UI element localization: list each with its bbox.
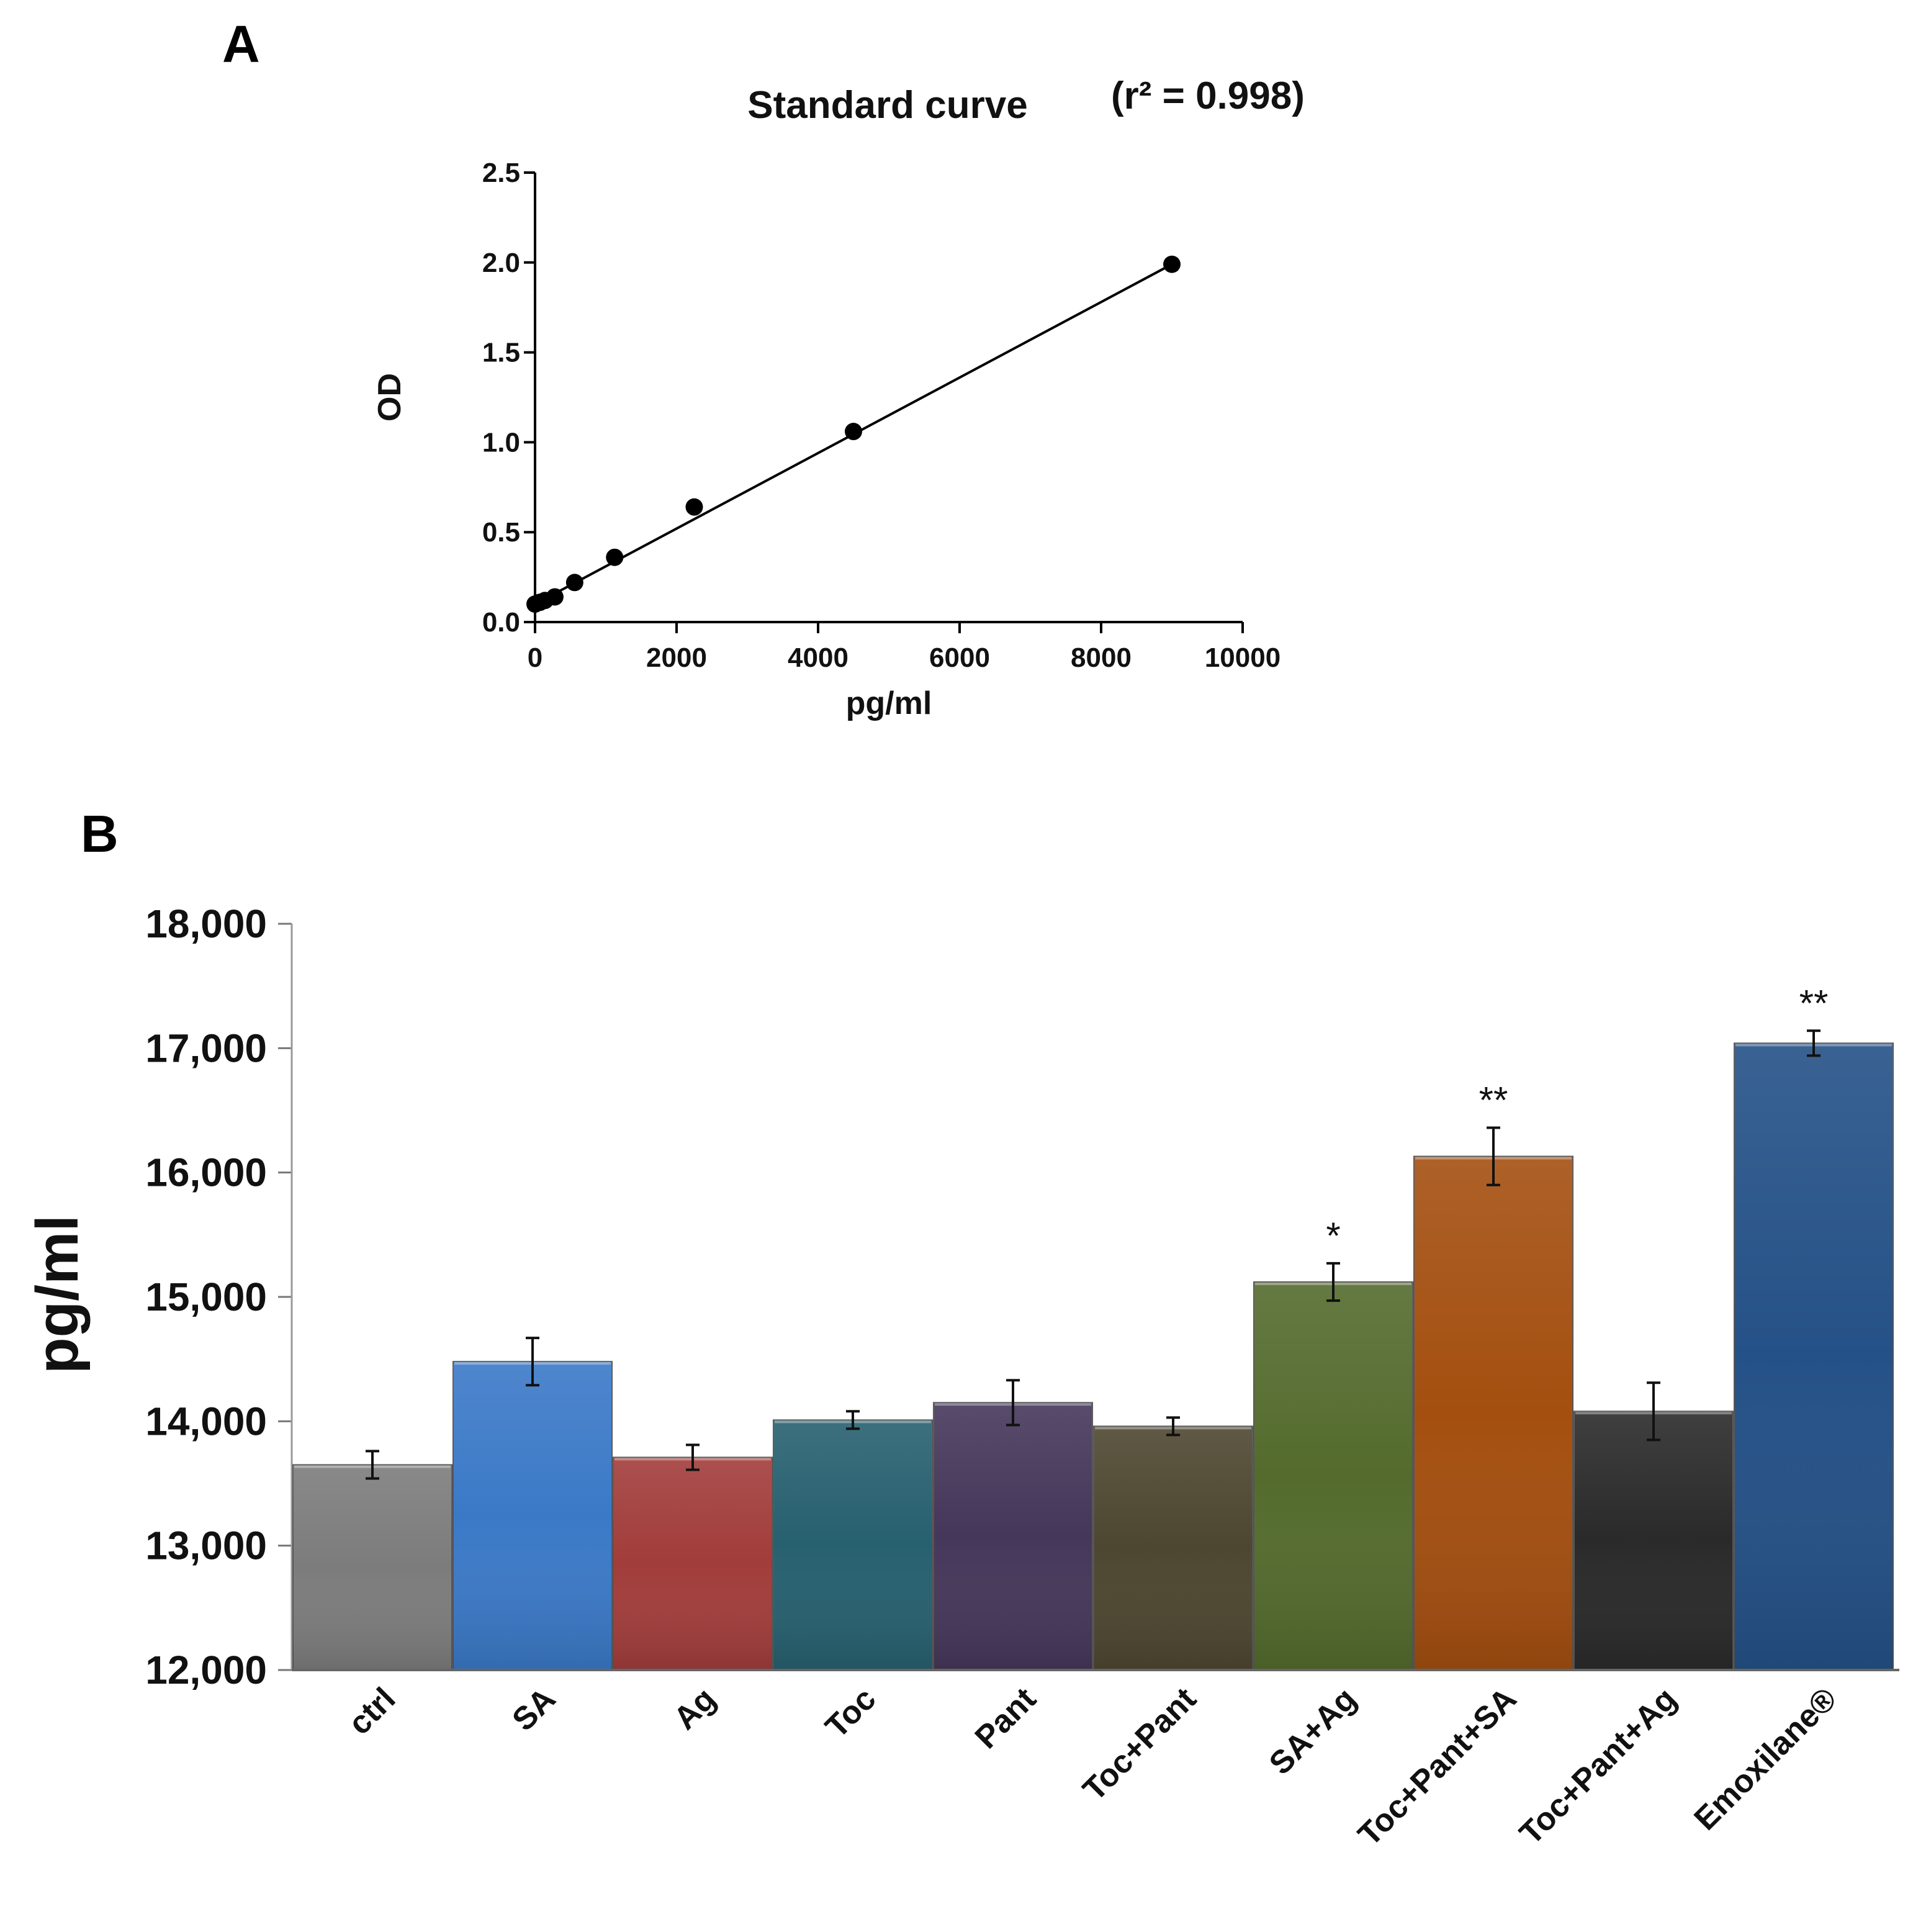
chart-a-xtick-label: 2000 bbox=[646, 643, 707, 673]
chart-b-bar-shading bbox=[293, 1465, 452, 1670]
chart-b-category-label: ctrl bbox=[341, 1681, 402, 1741]
chart-a-data-point bbox=[845, 423, 862, 441]
chart-a-xtick-label: 0 bbox=[528, 643, 542, 673]
chart-a-xtick-label: 4000 bbox=[788, 643, 848, 673]
chart-a-x-ticks: 0 2000 4000 6000 8000 10000 bbox=[528, 622, 1281, 673]
chart-b-error-bar bbox=[686, 1443, 700, 1471]
chart-a-title: Standard curve bbox=[747, 84, 1027, 127]
chart-b-bar-shading bbox=[453, 1361, 612, 1670]
chart-b-y-ticks: 12,000 13,000 14,000 15,000 16,000 17,000 18,0… bbox=[145, 901, 292, 1692]
chart-a-data-point bbox=[546, 588, 564, 606]
chart-b-category-label: Toc+Pant+SA bbox=[1351, 1681, 1523, 1853]
chart-a-ytick-label: 2.0 bbox=[482, 248, 520, 278]
panel-a-standard-curve: Standard curve (r² = 0.998) 0.0 0.5 1.0 1.5… bbox=[372, 74, 1305, 721]
panel-b-bar-chart: 12,000 13,000 14,000 15,000 16,000 17,000 18,0… bbox=[24, 901, 1899, 1853]
chart-a-xtick-label: 6000 bbox=[929, 643, 990, 673]
chart-b-bar-shading bbox=[1254, 1281, 1413, 1670]
chart-a-data-point bbox=[685, 498, 703, 516]
chart-b-category-label: Ag bbox=[667, 1681, 722, 1736]
chart-b-significance-marker: * bbox=[1326, 1215, 1340, 1257]
chart-b-category-label: SA bbox=[505, 1681, 562, 1738]
chart-b-ytick-label: 12,000 bbox=[145, 1648, 267, 1692]
chart-a-data-point bbox=[565, 574, 583, 592]
chart-a-points bbox=[526, 255, 1181, 613]
chart-a-r2-annotation: (r² = 0.998) bbox=[1111, 74, 1305, 117]
chart-a-ytick-label: 1.0 bbox=[482, 427, 520, 458]
chart-b-error-bar bbox=[1807, 1029, 1821, 1057]
chart-b-ytick-label: 15,000 bbox=[145, 1275, 267, 1319]
chart-b-error-bar bbox=[1326, 1262, 1340, 1302]
chart-b-significance-marker: ** bbox=[1799, 982, 1829, 1024]
chart-b-ylabel: pg/ml bbox=[24, 1215, 91, 1374]
chart-b-significance-marker: ** bbox=[1479, 1080, 1508, 1121]
chart-b-error-bars bbox=[366, 1029, 1821, 1480]
chart-a-data-point bbox=[606, 548, 624, 566]
chart-a-xtick-label: 10000 bbox=[1205, 643, 1281, 673]
chart-b-bar-shading bbox=[1574, 1411, 1733, 1670]
chart-a-xtick-label: 8000 bbox=[1071, 643, 1132, 673]
chart-b-error-bar bbox=[1487, 1126, 1500, 1186]
chart-b-category-label: Toc+Pant bbox=[1076, 1681, 1204, 1808]
chart-a-xlabel: pg/ml bbox=[846, 685, 932, 721]
chart-a-ytick-label: 0.0 bbox=[482, 607, 520, 638]
chart-b-error-bar bbox=[366, 1450, 379, 1480]
chart-b-error-bar bbox=[1647, 1381, 1660, 1442]
chart-a-y-ticks: 0.0 0.5 1.0 1.5 2.0 2.5 bbox=[482, 158, 535, 638]
chart-b-ytick-label: 18,000 bbox=[145, 901, 267, 946]
chart-b-category-labels: ctrl SA Ag Toc Pant Toc+Pant SA+AgToc+Pant+SAT… bbox=[341, 1681, 1843, 1853]
chart-b-bar-shading bbox=[613, 1457, 772, 1670]
chart-b-ytick-label: 13,000 bbox=[145, 1523, 267, 1568]
chart-b-category-label: Pant bbox=[968, 1681, 1043, 1756]
chart-b-bar-shading bbox=[773, 1420, 932, 1670]
chart-b-significance: ***** bbox=[1326, 982, 1828, 1257]
chart-b-category-label: Emoxilane® bbox=[1687, 1681, 1843, 1837]
chart-b-ytick-label: 16,000 bbox=[145, 1150, 267, 1195]
chart-b-ytick-label: 17,000 bbox=[145, 1026, 267, 1070]
chart-b-error-bar bbox=[1166, 1416, 1180, 1437]
chart-a-ylabel: OD bbox=[372, 373, 408, 422]
chart-a-data-point bbox=[1163, 255, 1181, 273]
chart-b-error-bar bbox=[1006, 1379, 1020, 1427]
chart-b-error-bar bbox=[846, 1410, 860, 1430]
chart-b-category-label: Toc+Pant+Ag bbox=[1513, 1681, 1683, 1851]
chart-b-bars bbox=[292, 1042, 1894, 1671]
chart-a-ytick-label: 1.5 bbox=[482, 338, 520, 368]
chart-b-ytick-label: 14,000 bbox=[145, 1399, 267, 1443]
chart-a-ytick-label: 2.5 bbox=[482, 158, 520, 188]
chart-b-bar-shading bbox=[1094, 1426, 1253, 1670]
chart-b-category-label: SA+Ag bbox=[1263, 1681, 1364, 1782]
chart-a-ytick-label: 0.5 bbox=[482, 517, 520, 548]
chart-b-error-bar bbox=[526, 1337, 539, 1387]
chart-b-bar-shading bbox=[1414, 1156, 1573, 1670]
chart-b-bar-shading bbox=[934, 1402, 1092, 1670]
panel-b-letter: B bbox=[81, 805, 119, 863]
panel-a-letter: A bbox=[222, 15, 260, 73]
chart-b-bar-shading bbox=[1734, 1043, 1893, 1670]
chart-b-category-label: Toc bbox=[819, 1681, 883, 1745]
